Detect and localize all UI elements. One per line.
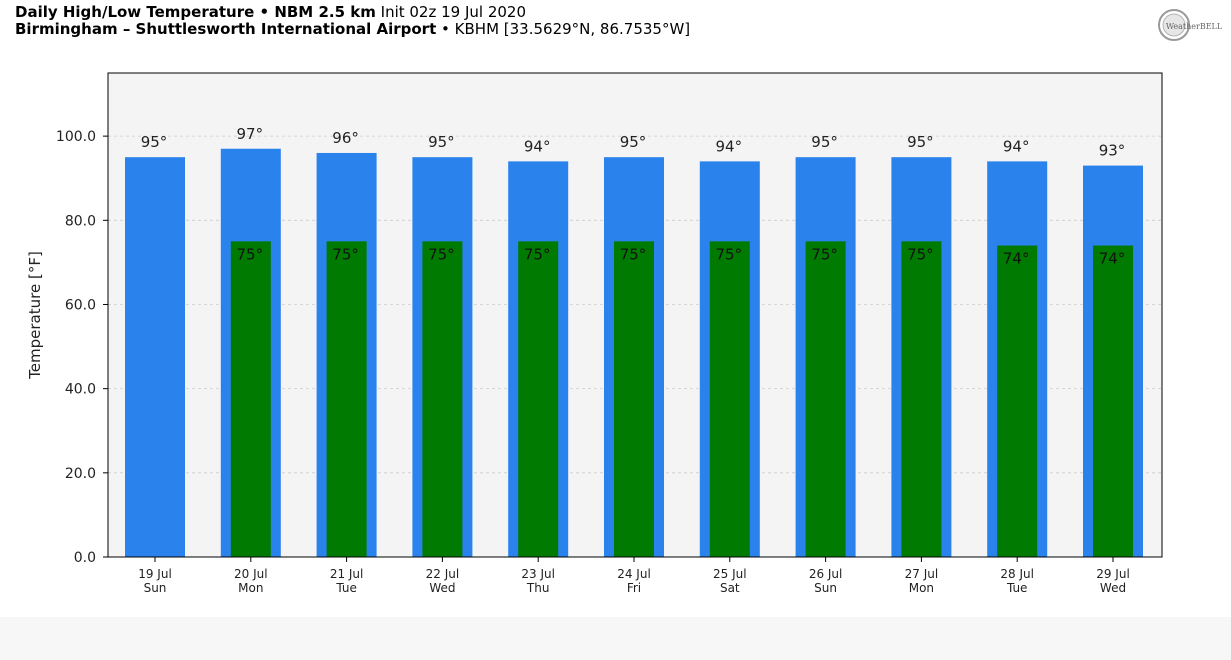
high-temp-bar xyxy=(125,157,185,557)
chart-title-block: Daily High/Low Temperature • NBM 2.5 km … xyxy=(15,4,690,38)
low-temp-bar xyxy=(326,241,367,557)
high-temp-label: 95° xyxy=(811,133,838,151)
x-tick-day: Fri xyxy=(627,581,641,595)
x-tick-day: Sun xyxy=(144,581,167,595)
temperature-chart: 95° 97° 96° 95° 94° 95° 94° 95° 95° 94° 93° 75° 75° 7… xyxy=(26,72,1163,595)
high-temp-label: 95° xyxy=(620,133,647,151)
x-tick-date: 24 Jul xyxy=(617,567,651,581)
bar-labels: 95° 97° 96° 95° 94° 95° 94° 95° 95° 94° 93° 75° 75° 7… xyxy=(141,125,1126,268)
gridlines xyxy=(108,135,1162,474)
logo-wordmark: WeatherBELL xyxy=(1166,22,1223,31)
title-line-2: Birmingham – Shuttlesworth International… xyxy=(15,21,690,38)
high-temp-label: 96° xyxy=(332,129,359,147)
footer-band xyxy=(0,617,1231,660)
high-temp-label: 95° xyxy=(907,133,934,151)
x-tick-date: 28 Jul xyxy=(1000,567,1034,581)
y-tick-label: 80.0 xyxy=(65,213,96,229)
low-temp-bar xyxy=(805,241,846,557)
low-temp-label: 75° xyxy=(620,245,647,263)
high-temp-label: 94° xyxy=(716,137,743,155)
low-temp-label: 74° xyxy=(1003,250,1030,268)
x-tick-date: 21 Jul xyxy=(330,567,364,581)
x-tick-day: Wed xyxy=(1100,581,1126,595)
title-product: Daily High/Low Temperature • NBM 2.5 km xyxy=(15,3,376,21)
low-temp-label: 75° xyxy=(237,245,264,263)
low-temp-label: 74° xyxy=(1099,250,1126,268)
x-tick-date: 20 Jul xyxy=(234,567,268,581)
title-station-coords: • KBHM [33.5629°N, 86.7535°W] xyxy=(441,20,691,38)
x-tick-day: Thu xyxy=(526,581,550,595)
title-init-time: Init 02z 19 Jul 2020 xyxy=(380,3,527,21)
x-tick-day: Sun xyxy=(814,581,837,595)
y-tick-label: 20.0 xyxy=(65,466,96,482)
low-temp-label: 75° xyxy=(428,245,455,263)
y-tick-label: 40.0 xyxy=(65,382,96,398)
x-tick-day: Wed xyxy=(429,581,455,595)
y-tick-label: 100.0 xyxy=(56,129,96,145)
high-temp-label: 94° xyxy=(1003,137,1030,155)
y-axis-label: Temperature [°F] xyxy=(26,251,44,380)
x-tick-date: 25 Jul xyxy=(713,567,747,581)
title-station-name: Birmingham – Shuttlesworth International… xyxy=(15,20,437,38)
x-tick-day: Tue xyxy=(335,581,357,595)
high-temp-label: 94° xyxy=(524,137,551,155)
low-temp-bar xyxy=(614,241,654,557)
low-temp-label: 75° xyxy=(332,245,359,263)
x-tick-day: Mon xyxy=(909,581,934,595)
x-tick-date: 22 Jul xyxy=(426,567,460,581)
low-temp-label: 75° xyxy=(811,245,838,263)
x-tick-day: Sat xyxy=(720,581,740,595)
low-temp-label: 75° xyxy=(907,245,934,263)
high-temp-label: 97° xyxy=(237,125,264,143)
low-temp-label: 75° xyxy=(716,245,743,263)
low-temp-bar xyxy=(709,241,750,557)
x-tick-day: Tue xyxy=(1006,581,1028,595)
low-temp-bar xyxy=(1093,245,1133,557)
low-temp-bar xyxy=(422,241,463,557)
y-tick-label: 60.0 xyxy=(65,297,96,313)
low-temp-bar xyxy=(901,241,942,557)
y-tick-label: 0.0 xyxy=(74,550,96,566)
x-tick-date: 29 Jul xyxy=(1096,567,1130,581)
high-temp-label: 95° xyxy=(428,133,455,151)
high-temp-label: 95° xyxy=(141,133,168,151)
weatherbell-logo-icon: WeatherBELL xyxy=(1158,9,1223,41)
bars xyxy=(125,148,1143,557)
low-temp-bar xyxy=(997,245,1038,557)
title-line-1: Daily High/Low Temperature • NBM 2.5 km … xyxy=(15,4,690,21)
plot-frame xyxy=(107,72,1163,558)
x-tick-date: 19 Jul xyxy=(138,567,172,581)
y-axis: 0.0 20.0 40.0 60.0 80.0 100.0 xyxy=(56,129,108,566)
x-tick-date: 23 Jul xyxy=(521,567,555,581)
x-tick-day: Mon xyxy=(238,581,263,595)
x-tick-date: 26 Jul xyxy=(809,567,843,581)
x-tick-date: 27 Jul xyxy=(905,567,939,581)
low-temp-label: 75° xyxy=(524,245,551,263)
high-temp-label: 93° xyxy=(1099,142,1126,160)
low-temp-bar xyxy=(518,241,559,557)
low-temp-bar xyxy=(230,241,271,557)
